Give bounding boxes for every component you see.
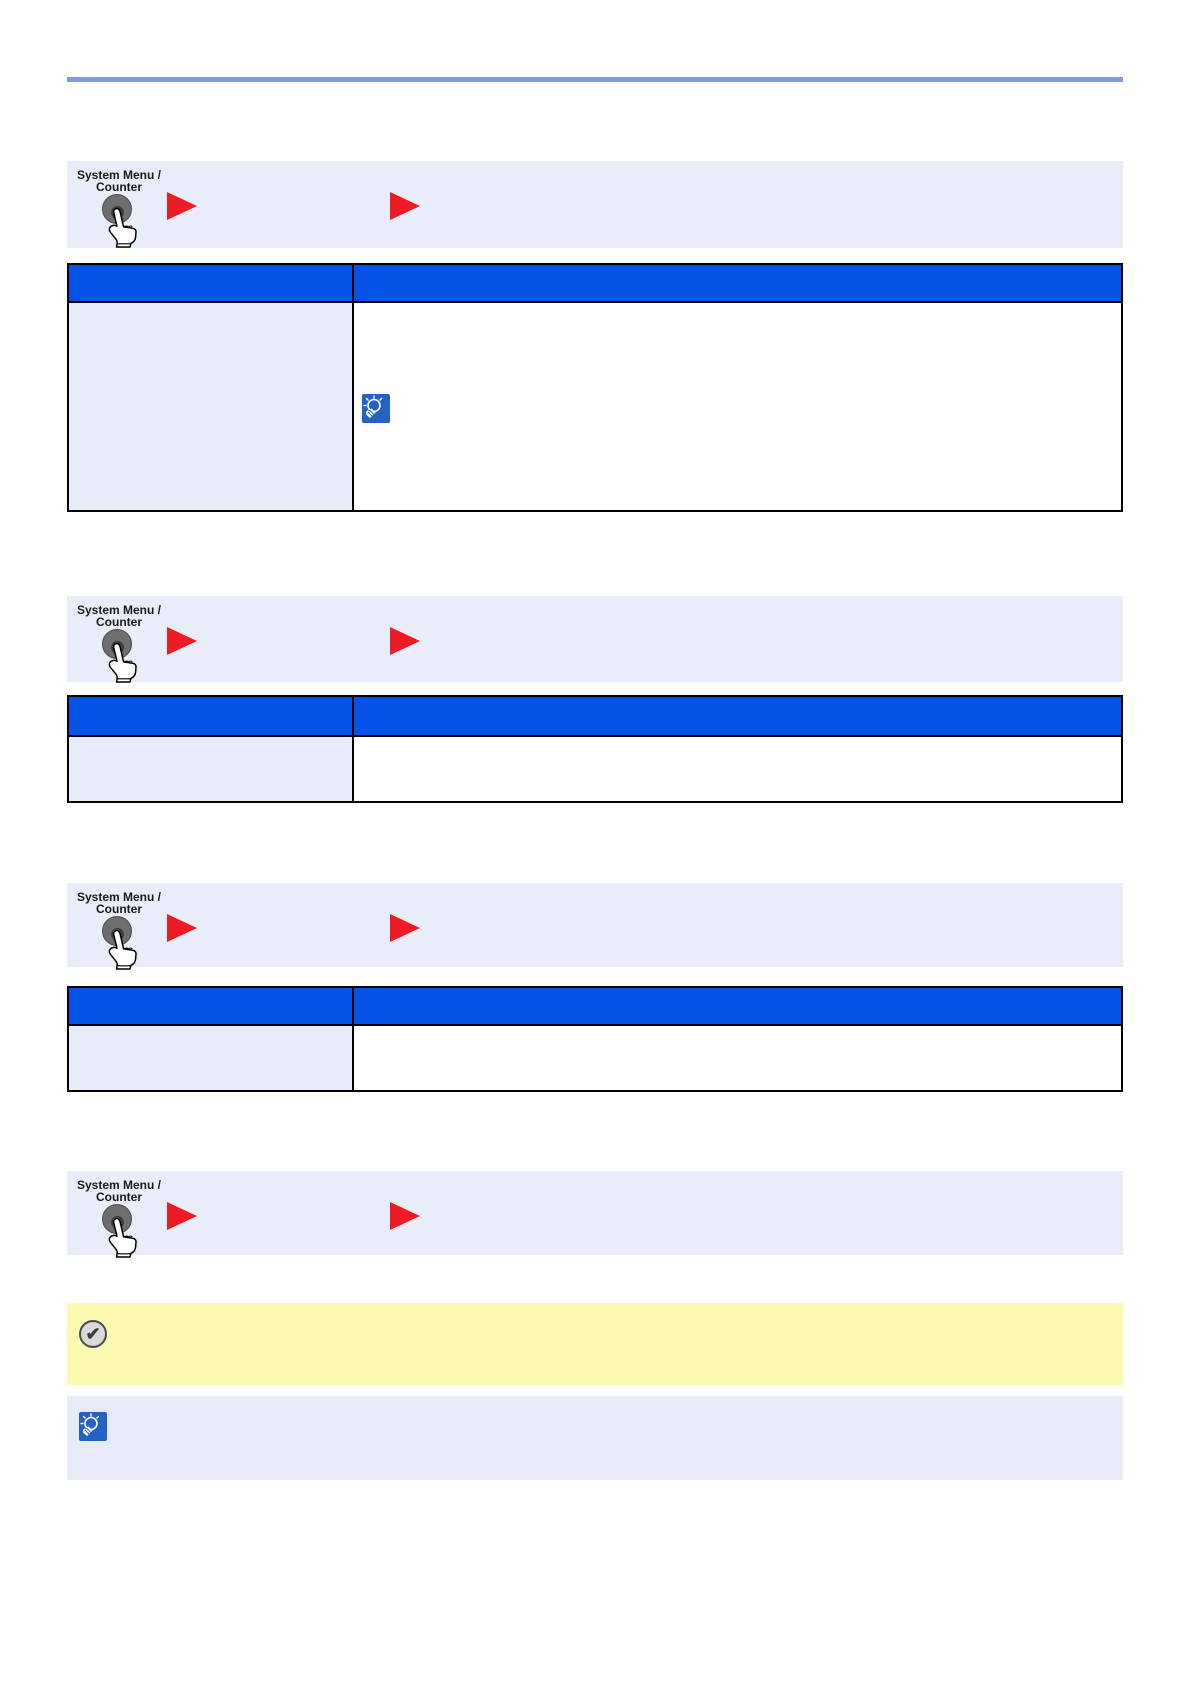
table-header-description [354, 265, 1121, 303]
key-label-line1: System Menu / [76, 603, 162, 617]
pressing-hand-icon [108, 642, 137, 683]
procedure-row: System Menu / Counter [67, 883, 1123, 970]
key-label: System Menu / Counter [69, 169, 169, 193]
settings-table [67, 986, 1123, 1092]
key-label: System Menu / Counter [69, 1179, 169, 1203]
result-banner: ✔ [67, 1303, 1123, 1385]
key-label-line2: Counter [96, 180, 142, 194]
note-bulb-icon [362, 394, 390, 423]
table-header-item [69, 697, 354, 737]
key-label: System Menu / Counter [69, 604, 169, 628]
section-divider-rule [67, 77, 1123, 82]
table-header-description [354, 697, 1121, 737]
pressing-hand-icon [108, 207, 137, 248]
table-cell-item [69, 1026, 354, 1090]
procedure-row: System Menu / Counter [67, 596, 1123, 683]
note-banner [67, 1396, 1123, 1480]
note-bulb-icon [79, 1412, 107, 1441]
key-label: System Menu / Counter [69, 891, 169, 915]
settings-table [67, 263, 1123, 512]
key-label-line2: Counter [96, 615, 142, 629]
table-header-description [354, 988, 1121, 1026]
system-menu-counter-key: System Menu / Counter [67, 1171, 177, 1258]
red-arrow-icon [390, 192, 420, 220]
check-circle-icon: ✔ [79, 1320, 107, 1348]
red-arrow-icon [390, 1202, 420, 1230]
red-arrow-icon [167, 627, 197, 655]
pressing-hand-icon [108, 1217, 137, 1258]
table-cell-description [354, 737, 1121, 801]
table-header-item [69, 265, 354, 303]
settings-table [67, 695, 1123, 803]
table-cell-description [354, 1026, 1121, 1090]
table-cell-item [69, 737, 354, 801]
red-arrow-icon [167, 192, 197, 220]
key-label-line1: System Menu / [76, 168, 162, 182]
table-cell-item [69, 303, 354, 510]
red-arrow-icon [167, 914, 197, 942]
key-label-line1: System Menu / [76, 890, 162, 904]
system-menu-counter-key: System Menu / Counter [67, 596, 177, 683]
table-cell-description [354, 303, 1121, 510]
procedure-row: System Menu / Counter [67, 161, 1123, 248]
red-arrow-icon [390, 627, 420, 655]
procedure-row: System Menu / Counter [67, 1171, 1123, 1258]
key-label-line2: Counter [96, 1190, 142, 1204]
key-label-line2: Counter [96, 902, 142, 916]
pressing-hand-icon [108, 929, 137, 970]
key-label-line1: System Menu / [76, 1178, 162, 1192]
table-header-item [69, 988, 354, 1026]
red-arrow-icon [390, 914, 420, 942]
red-arrow-icon [167, 1202, 197, 1230]
system-menu-counter-key: System Menu / Counter [67, 161, 177, 248]
system-menu-counter-key: System Menu / Counter [67, 883, 177, 970]
